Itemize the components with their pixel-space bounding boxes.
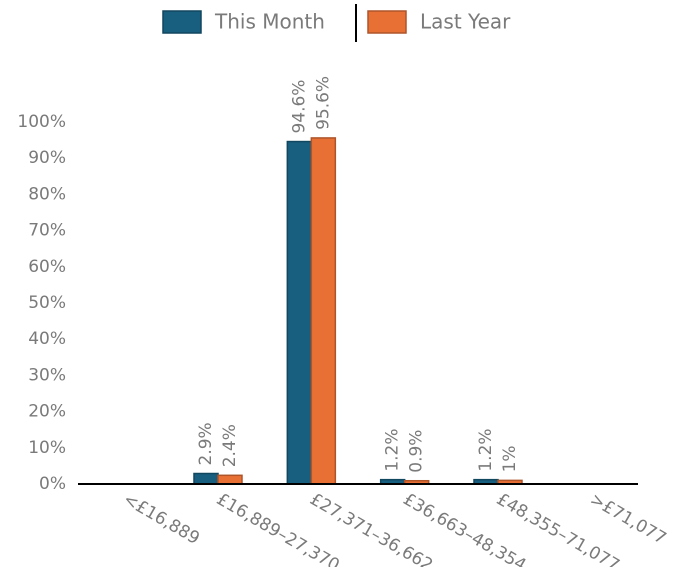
y-tick-label: 60% xyxy=(28,257,66,277)
value-label: 94.6% xyxy=(289,80,309,134)
y-tick-label: 10% xyxy=(28,438,66,458)
y-tick-label: 80% xyxy=(28,184,66,204)
value-label: 1.2% xyxy=(383,428,403,471)
y-tick-label: 50% xyxy=(28,293,66,313)
y-tick-label: 100% xyxy=(17,112,66,132)
value-label: 2.9% xyxy=(196,422,216,465)
bar xyxy=(193,472,219,485)
y-tick-label: 20% xyxy=(28,402,66,422)
y-tick-label: 30% xyxy=(28,365,66,385)
legend-label: This Month xyxy=(214,10,325,34)
x-tick-label: >£71,077 xyxy=(586,489,669,549)
bar xyxy=(286,140,313,485)
y-tick-label: 90% xyxy=(28,148,66,168)
value-label: 1% xyxy=(500,445,520,472)
value-label: 95.6% xyxy=(313,76,333,130)
value-label: 0.9% xyxy=(407,430,427,473)
y-tick-label: 40% xyxy=(28,329,66,349)
bar xyxy=(310,137,337,485)
legend-label: Last Year xyxy=(420,10,511,34)
bar xyxy=(217,474,243,485)
legend-swatch xyxy=(367,10,407,34)
x-tick-label: <£16,889 xyxy=(120,489,203,549)
y-tick-label: 0% xyxy=(39,474,66,494)
value-label: 1.2% xyxy=(476,428,496,471)
y-tick-label: 70% xyxy=(28,221,66,241)
value-label: 2.4% xyxy=(220,424,240,467)
legend-swatch xyxy=(162,10,202,34)
